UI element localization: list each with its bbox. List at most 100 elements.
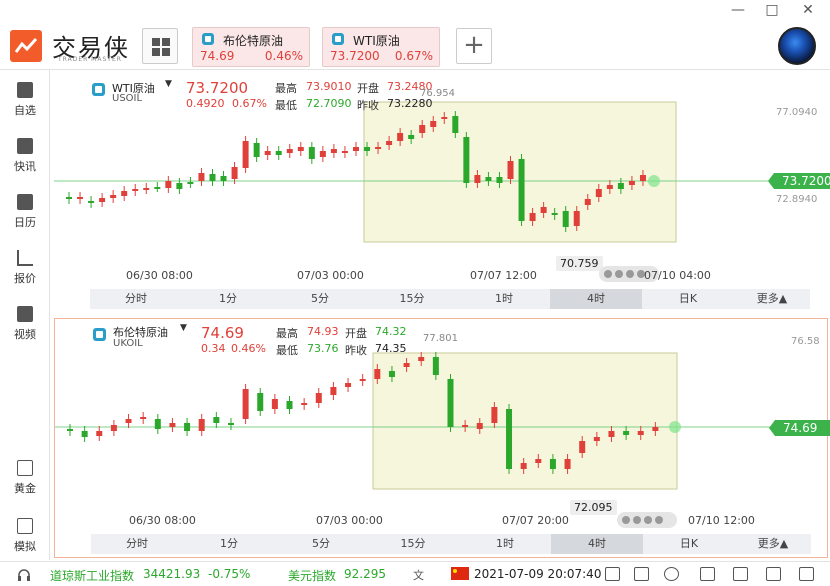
last-price-tag: 73.7200 xyxy=(768,173,830,189)
tab-timeframe-5m[interactable]: 5分 xyxy=(312,537,330,550)
tab-name: WTI原油 xyxy=(353,34,400,48)
tab-timeframe-daily[interactable]: 日K xyxy=(678,292,698,305)
open-value: 73.2480 xyxy=(387,80,433,93)
candle-body xyxy=(154,187,161,189)
candle-body xyxy=(359,379,366,381)
email-icon[interactable] xyxy=(605,567,620,581)
candle-body xyxy=(520,463,527,469)
candlestick-chart[interactable] xyxy=(54,71,828,311)
chart-panel-brent: 布伦特原油 ▼ UKOIL 74.69 0.34 0.46% 最高 74.93 … xyxy=(54,318,830,558)
high-value: 74.93 xyxy=(307,325,339,338)
x-axis-tick: 07/10 12:00 xyxy=(688,514,755,527)
prev-close-value: 73.2280 xyxy=(387,97,433,110)
layout-grid-button[interactable] xyxy=(142,28,178,64)
gold-icon xyxy=(17,460,33,476)
chevron-down-icon[interactable]: ▼ xyxy=(165,79,172,89)
app-logo-subtitle: TRADER MASTER xyxy=(58,56,122,63)
sidebar-item-label: 视频 xyxy=(14,328,36,341)
candle-body xyxy=(364,147,371,151)
sidebar-item-video[interactable]: 视频 xyxy=(0,306,50,342)
candle-body xyxy=(447,379,454,427)
candle-body xyxy=(540,207,547,213)
tab-timeframe-15m[interactable]: 15分 xyxy=(399,292,425,305)
user-avatar[interactable] xyxy=(778,27,816,65)
candle-body xyxy=(308,147,315,159)
candle-body xyxy=(125,419,132,423)
tab-timeframe-tick[interactable]: 分时 xyxy=(125,292,147,305)
tab-timeframe-1m[interactable]: 1分 xyxy=(219,292,237,305)
camera-icon[interactable] xyxy=(733,567,748,581)
candle-body xyxy=(551,213,558,215)
sidebar-item-simulation[interactable]: 模拟 xyxy=(0,518,50,554)
tab-brent[interactable]: 布伦特原油 74.69 0.46% xyxy=(192,27,310,67)
symbol-code: USOIL xyxy=(112,93,143,104)
maximize-button[interactable]: □ xyxy=(765,2,779,18)
candle-body xyxy=(608,431,615,437)
speaker-icon[interactable] xyxy=(766,567,781,581)
tab-timeframe-daily[interactable]: 日K xyxy=(679,537,699,550)
chevron-down-icon[interactable]: ▼ xyxy=(180,323,187,333)
calendar-icon xyxy=(17,194,33,210)
sidebar-item-quotes[interactable]: 报价 xyxy=(0,250,50,286)
tab-timeframe-4h[interactable]: 4时 xyxy=(550,289,642,309)
index1-name[interactable]: 道琼斯工业指数 xyxy=(50,569,135,583)
candle-body xyxy=(352,147,359,151)
candle-body xyxy=(213,417,220,423)
candle-body xyxy=(198,173,205,181)
candle-body xyxy=(496,177,503,183)
clipboard-icon[interactable] xyxy=(700,567,715,581)
candle-body xyxy=(606,185,613,189)
top-bar: 交易侠 TRADER MASTER 布伦特原油 74.69 0.46% WTI原… xyxy=(0,0,830,70)
candle-body xyxy=(535,459,542,463)
sidebar-item-calendar[interactable]: 日历 xyxy=(0,194,50,230)
tools-icon[interactable] xyxy=(664,567,679,581)
candle-body xyxy=(99,198,106,202)
tab-timeframe-more[interactable]: 更多▲ xyxy=(756,292,788,305)
candle-body xyxy=(169,423,176,427)
symbol-name: WTI原油 xyxy=(112,82,155,95)
no-image-icon[interactable] xyxy=(634,567,649,581)
candle-body xyxy=(397,133,404,141)
candle-body xyxy=(418,357,425,361)
candle-body xyxy=(301,403,308,405)
chart-toolbar-toggle[interactable] xyxy=(599,266,659,282)
high-value: 73.9010 xyxy=(306,80,352,93)
index2-name[interactable]: 美元指数 xyxy=(288,569,337,583)
tab-wti[interactable]: WTI原油 73.7200 0.67% xyxy=(322,27,440,67)
minimize-button[interactable]: — xyxy=(731,2,745,18)
tab-timeframe-more[interactable]: 更多▲ xyxy=(757,537,789,550)
sidebar-item-news[interactable]: 快讯 xyxy=(0,138,50,174)
sidebar-item-watchlist[interactable]: 自选 xyxy=(0,82,50,118)
chart-toolbar-toggle[interactable] xyxy=(617,512,677,528)
candle-body xyxy=(242,389,249,419)
price-change: 0.34 xyxy=(201,342,226,355)
candle-body xyxy=(297,147,304,151)
close-button[interactable]: ✕ xyxy=(802,2,814,18)
range-low-label: 70.759 xyxy=(556,256,603,271)
prev-close-label: 昨收 xyxy=(345,344,367,357)
chart-panel-wti: WTI原油 ▼ USOIL 73.7200 0.4920 0.67% 最高 73… xyxy=(54,71,830,311)
current-price: 73.7200 xyxy=(186,79,249,97)
candlestick-chart[interactable] xyxy=(55,319,827,557)
last-price-tag: 74.69 xyxy=(769,420,830,436)
sidebar-item-gold[interactable]: 黄金 xyxy=(0,460,50,496)
tab-timeframe-tick[interactable]: 分时 xyxy=(126,537,148,550)
translate-icon[interactable]: 文 xyxy=(412,567,428,583)
candle-body xyxy=(341,151,348,153)
tab-timeframe-1m[interactable]: 1分 xyxy=(220,537,238,550)
tab-timeframe-1h[interactable]: 1时 xyxy=(496,537,514,550)
symbol-icon xyxy=(332,33,344,45)
tab-timeframe-1h[interactable]: 1时 xyxy=(495,292,513,305)
high-label: 最高 xyxy=(276,327,298,340)
candle-body xyxy=(227,423,234,425)
candle-body xyxy=(242,141,249,168)
tab-timeframe-15m[interactable]: 15分 xyxy=(400,537,426,550)
add-tab-button[interactable]: + xyxy=(456,28,492,64)
candle-body xyxy=(408,135,415,139)
headset-icon[interactable] xyxy=(16,567,32,583)
tab-timeframe-4h[interactable]: 4时 xyxy=(551,534,643,554)
x-axis-tick: 07/07 12:00 xyxy=(470,269,537,282)
candle-body xyxy=(375,147,382,149)
edit-icon[interactable] xyxy=(799,567,814,581)
tab-timeframe-5m[interactable]: 5分 xyxy=(311,292,329,305)
